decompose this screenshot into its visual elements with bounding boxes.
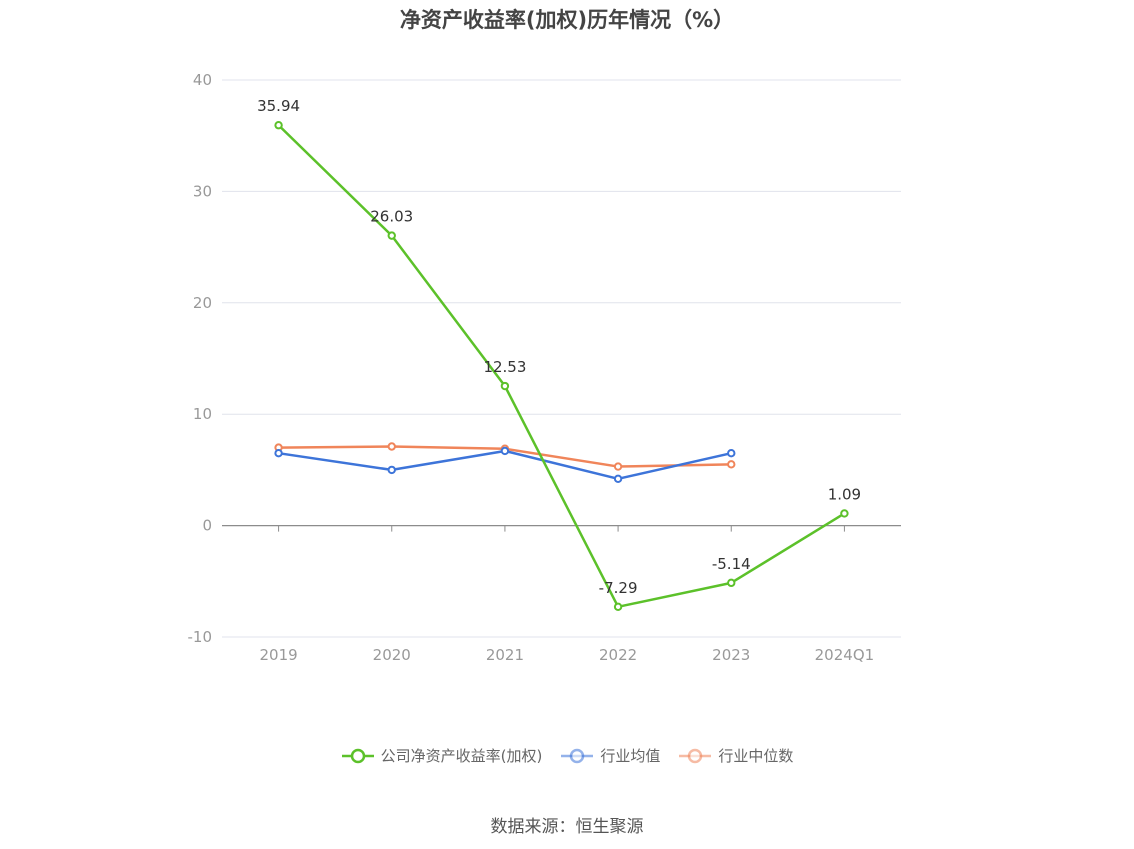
x-axis: 2019 2020 2021 2022 2023 2024Q1	[222, 524, 901, 664]
data-labels: 35.94 26.03 12.53 -7.29 -5.14 1.09	[257, 97, 861, 597]
y-tick-label: 10	[193, 405, 212, 423]
source-note: 数据来源：恒生聚源	[490, 817, 644, 837]
data-point	[727, 460, 736, 469]
legend-marker-icon	[341, 748, 374, 763]
x-tick-label: 2019	[259, 646, 297, 664]
data-point	[500, 381, 510, 391]
data-point	[613, 462, 623, 471]
y-axis-ticks: 40 30 20 10 0 -10	[188, 71, 213, 646]
x-tick-label: 2022	[599, 646, 637, 664]
data-label: -5.14	[712, 555, 751, 573]
legend-marker-icon	[561, 748, 594, 763]
data-label: 1.09	[828, 485, 861, 503]
y-tick-label: 30	[193, 182, 212, 200]
chart-title: 净资产收益率(加权)历年情况（%）	[399, 8, 735, 32]
y-tick-label: 40	[193, 71, 212, 89]
y-tick-label: -10	[188, 628, 213, 646]
grid-lines	[222, 79, 901, 638]
legend-marker-icon	[679, 748, 712, 763]
data-point	[613, 474, 623, 484]
data-point	[274, 448, 283, 458]
legend-label: 行业中位数	[718, 747, 794, 765]
legend-item[interactable]: 行业均值	[560, 745, 660, 766]
y-tick-label: 0	[202, 517, 212, 535]
data-label: 26.03	[370, 208, 413, 226]
legend-item[interactable]: 行业中位数	[678, 745, 793, 766]
data-point	[500, 446, 510, 456]
x-tick-label: 2021	[486, 646, 524, 664]
data-point	[727, 448, 736, 458]
data-point	[613, 602, 623, 612]
x-tick-label: 2023	[712, 646, 750, 664]
data-label: 12.53	[483, 358, 526, 376]
series-line-0	[277, 124, 846, 609]
x-tick-label: 2024Q1	[815, 646, 875, 664]
legend-item[interactable]: 公司净资产收益率(加权)	[341, 745, 543, 766]
data-label: -7.29	[599, 579, 638, 597]
data-point	[387, 231, 396, 240]
legend-label: 行业均值	[600, 747, 661, 765]
data-point	[387, 465, 396, 475]
series-lines	[274, 121, 849, 612]
data-point	[274, 121, 283, 130]
legend: 公司净资产收益率(加权) 行业均值 行业中位数	[0, 745, 1134, 766]
data-label: 35.94	[257, 97, 300, 115]
data-point	[840, 509, 849, 518]
data-point	[387, 442, 396, 451]
legend-label: 公司净资产收益率(加权)	[380, 747, 543, 765]
y-tick-label: 20	[193, 294, 212, 312]
data-point	[727, 578, 736, 588]
x-tick-label: 2020	[373, 646, 411, 664]
